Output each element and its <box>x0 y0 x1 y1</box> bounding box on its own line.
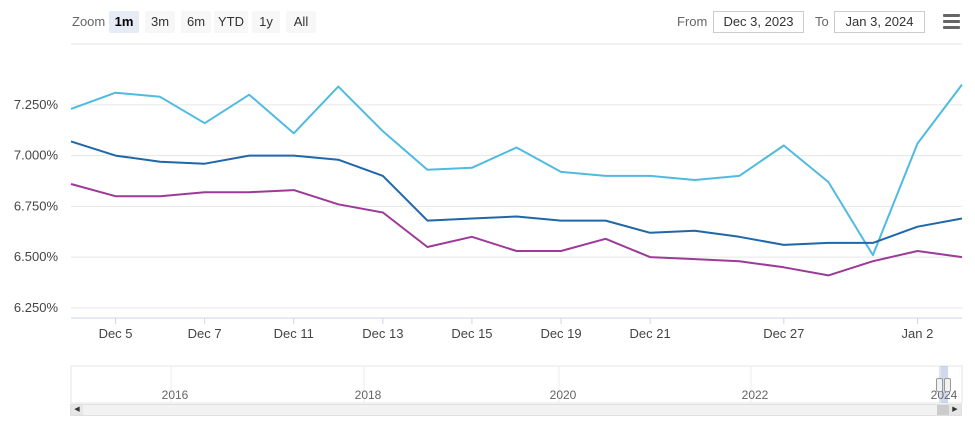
range-button-6m[interactable]: 6m <box>181 11 211 33</box>
y-tick-label: 6.750% <box>14 198 59 213</box>
x-axis-labels: Dec 5 Dec 7 Dec 11 Dec 13 Dec 15 Dec 19 Dec 21… <box>99 318 934 341</box>
navigator-year-label: 2022 <box>742 388 769 402</box>
hamburger-menu-icon[interactable] <box>943 14 960 30</box>
from-label: From <box>677 14 708 29</box>
range-button-1m[interactable]: 1m <box>109 11 139 33</box>
x-tick-label: Dec 5 <box>99 326 133 341</box>
y-tick-label: 7.000% <box>14 148 59 163</box>
navigator-scrollbar[interactable]: ◀ ▶ <box>70 404 962 416</box>
range-button-all[interactable]: All <box>286 11 316 33</box>
navigator-right-handle[interactable] <box>944 378 951 392</box>
series-line <box>70 83 963 257</box>
x-tick-label: Dec 11 <box>274 326 314 341</box>
x-tick-label: Jan 2 <box>902 326 934 341</box>
scroll-left-arrow[interactable]: ◀ <box>71 405 83 415</box>
x-tick-label: Dec 13 <box>362 326 403 341</box>
x-tick-label: Dec 15 <box>451 326 492 341</box>
x-tick-label: Dec 7 <box>188 326 222 341</box>
grid-lines <box>71 43 962 319</box>
navigator-background <box>70 365 963 404</box>
from-date-input[interactable]: Dec 3, 2023 <box>713 11 804 33</box>
range-selector-toolbar: Zoom 1m 3m 6m YTD 1y All From Dec 3, 202… <box>0 11 975 33</box>
series-line <box>70 183 963 277</box>
x-tick-label: Dec 27 <box>763 326 804 341</box>
navigator: 2016 2018 2020 2022 2024 <box>70 365 963 404</box>
navigator-year-label: 2020 <box>550 388 577 402</box>
navigator-year-label: 2016 <box>162 388 189 402</box>
x-tick-label: Dec 19 <box>540 326 581 341</box>
y-axis-labels: 6.250% 6.500% 6.750% 7.000% 7.250% <box>14 97 59 315</box>
to-date-input[interactable]: Jan 3, 2024 <box>834 11 925 33</box>
navigator-left-handle[interactable] <box>936 378 943 392</box>
x-tick-label: Dec 21 <box>630 326 671 341</box>
y-tick-label: 6.500% <box>14 249 59 264</box>
range-button-3m[interactable]: 3m <box>145 11 175 33</box>
series-lines <box>70 83 963 277</box>
y-tick-label: 7.250% <box>14 97 59 112</box>
navigator-selected-range <box>939 366 948 403</box>
scroll-right-arrow[interactable]: ▶ <box>949 405 961 415</box>
range-button-1y[interactable]: 1y <box>252 11 280 33</box>
series-line <box>70 140 963 246</box>
navigator-year-label: 2018 <box>355 388 382 402</box>
y-tick-label: 6.250% <box>14 300 59 315</box>
to-label: To <box>815 14 829 29</box>
range-button-ytd[interactable]: YTD <box>214 11 248 33</box>
zoom-label: Zoom <box>72 14 106 29</box>
scroll-thumb[interactable] <box>937 405 949 415</box>
